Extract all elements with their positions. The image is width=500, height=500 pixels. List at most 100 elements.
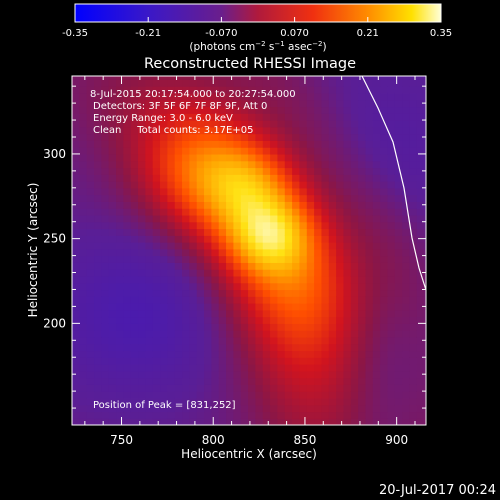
heatmap-cell <box>174 269 183 277</box>
heatmap-cell <box>211 120 220 128</box>
heatmap-cell <box>123 99 132 108</box>
heatmap-cell <box>138 221 146 230</box>
heatmap-cell <box>394 364 403 372</box>
heatmap-cell <box>299 113 308 121</box>
heatmap-cell <box>196 330 205 338</box>
heatmap-cell <box>248 282 257 291</box>
heatmap-cell <box>218 411 227 419</box>
heatmap-cell <box>101 330 110 338</box>
heatmap-cell <box>72 377 80 385</box>
heatmap-cell <box>372 350 381 358</box>
heatmap-cell <box>424 208 426 216</box>
heatmap-cell <box>336 181 345 189</box>
heatmap-cell <box>167 242 176 250</box>
heatmap-cell <box>277 336 286 345</box>
heatmap-cell <box>240 357 249 365</box>
heatmap-cell <box>262 147 271 155</box>
heatmap-cell <box>72 248 80 257</box>
heatmap-cell <box>79 201 88 209</box>
heatmap-cell <box>226 275 235 284</box>
heatmap-cell <box>284 309 293 318</box>
heatmap-cell <box>116 418 124 425</box>
heatmap-cell <box>130 289 139 297</box>
heatmap-cell <box>343 160 352 169</box>
heatmap-cell <box>350 99 359 108</box>
heatmap-cell <box>255 221 264 230</box>
heatmap-cell <box>306 194 315 202</box>
heatmap-cell <box>299 174 308 182</box>
heatmap-cell <box>350 350 359 358</box>
heatmap-cell <box>189 160 198 169</box>
heatmap-cell <box>321 316 330 324</box>
heatmap-cell <box>196 269 205 277</box>
heatmap-cell <box>409 113 418 121</box>
heatmap-cell <box>116 377 124 385</box>
heatmap-cell <box>328 235 337 243</box>
heatmap-cell <box>358 350 367 358</box>
heatmap-cell <box>211 275 220 284</box>
heatmap-cell <box>160 76 168 80</box>
heatmap-cell <box>336 262 345 270</box>
heatmap-cell <box>160 133 168 141</box>
heatmap-cell <box>277 208 286 216</box>
heatmap-cell <box>211 187 220 196</box>
heatmap-cell <box>204 343 212 352</box>
heatmap-cell <box>255 153 264 162</box>
heatmap-cell <box>182 262 190 270</box>
heatmap-cell <box>277 350 286 358</box>
heatmap-cell <box>226 76 235 80</box>
heatmap-cell <box>130 384 139 392</box>
heatmap-cell <box>108 235 117 243</box>
heatmap-cell <box>218 282 227 291</box>
heatmap-cell <box>72 187 80 196</box>
heatmap-cell <box>240 282 249 291</box>
heatmap-cell <box>336 269 345 277</box>
heatmap-cell <box>167 174 176 182</box>
heatmap-cell <box>306 181 315 189</box>
heatmap-cell <box>314 235 323 243</box>
heatmap-cell <box>226 316 235 324</box>
heatmap-cell <box>255 126 264 135</box>
heatmap-cell <box>204 106 212 114</box>
heatmap-cell <box>372 174 381 182</box>
heatmap-cell <box>233 418 242 425</box>
heatmap-cell <box>167 377 176 385</box>
heatmap-cell <box>240 126 249 135</box>
heatmap-cell <box>108 343 117 352</box>
heatmap-cell <box>160 357 168 365</box>
heatmap-cell <box>86 289 95 297</box>
heatmap-cell <box>416 391 425 399</box>
heatmap-cell <box>350 221 359 230</box>
heatmap-cell <box>387 126 396 135</box>
heatmap-cell <box>424 181 426 189</box>
heatmap-cell <box>248 214 257 223</box>
heatmap-cell <box>152 364 161 372</box>
heatmap-cell <box>248 303 257 311</box>
heatmap-cell <box>152 174 161 182</box>
heatmap-cell <box>248 140 257 148</box>
heatmap-cell <box>262 404 271 413</box>
heatmap-cell <box>160 350 168 358</box>
heatmap-cell <box>270 404 279 413</box>
heatmap-cell <box>123 92 132 101</box>
heatmap-cell <box>306 235 315 243</box>
heatmap-cell <box>108 181 117 189</box>
heatmap-cell <box>233 221 242 230</box>
heatmap-cell <box>101 303 110 311</box>
heatmap-cell <box>182 357 190 365</box>
heatmap-cell <box>321 370 330 379</box>
heatmap-cell <box>108 208 117 216</box>
heatmap-cell <box>402 99 411 108</box>
heatmap-cell <box>387 86 396 94</box>
heatmap-cell <box>248 147 257 155</box>
heatmap-cell <box>328 370 337 379</box>
heatmap-cell <box>138 174 146 182</box>
heatmap-cell <box>130 181 139 189</box>
heatmap-cell <box>123 357 132 365</box>
heatmap-cell <box>145 242 154 250</box>
heatmap-cell <box>328 201 337 209</box>
heatmap-cell <box>240 160 249 169</box>
heatmap-cell <box>336 79 345 87</box>
heatmap-cell <box>358 255 367 263</box>
heatmap-cell <box>101 336 110 345</box>
